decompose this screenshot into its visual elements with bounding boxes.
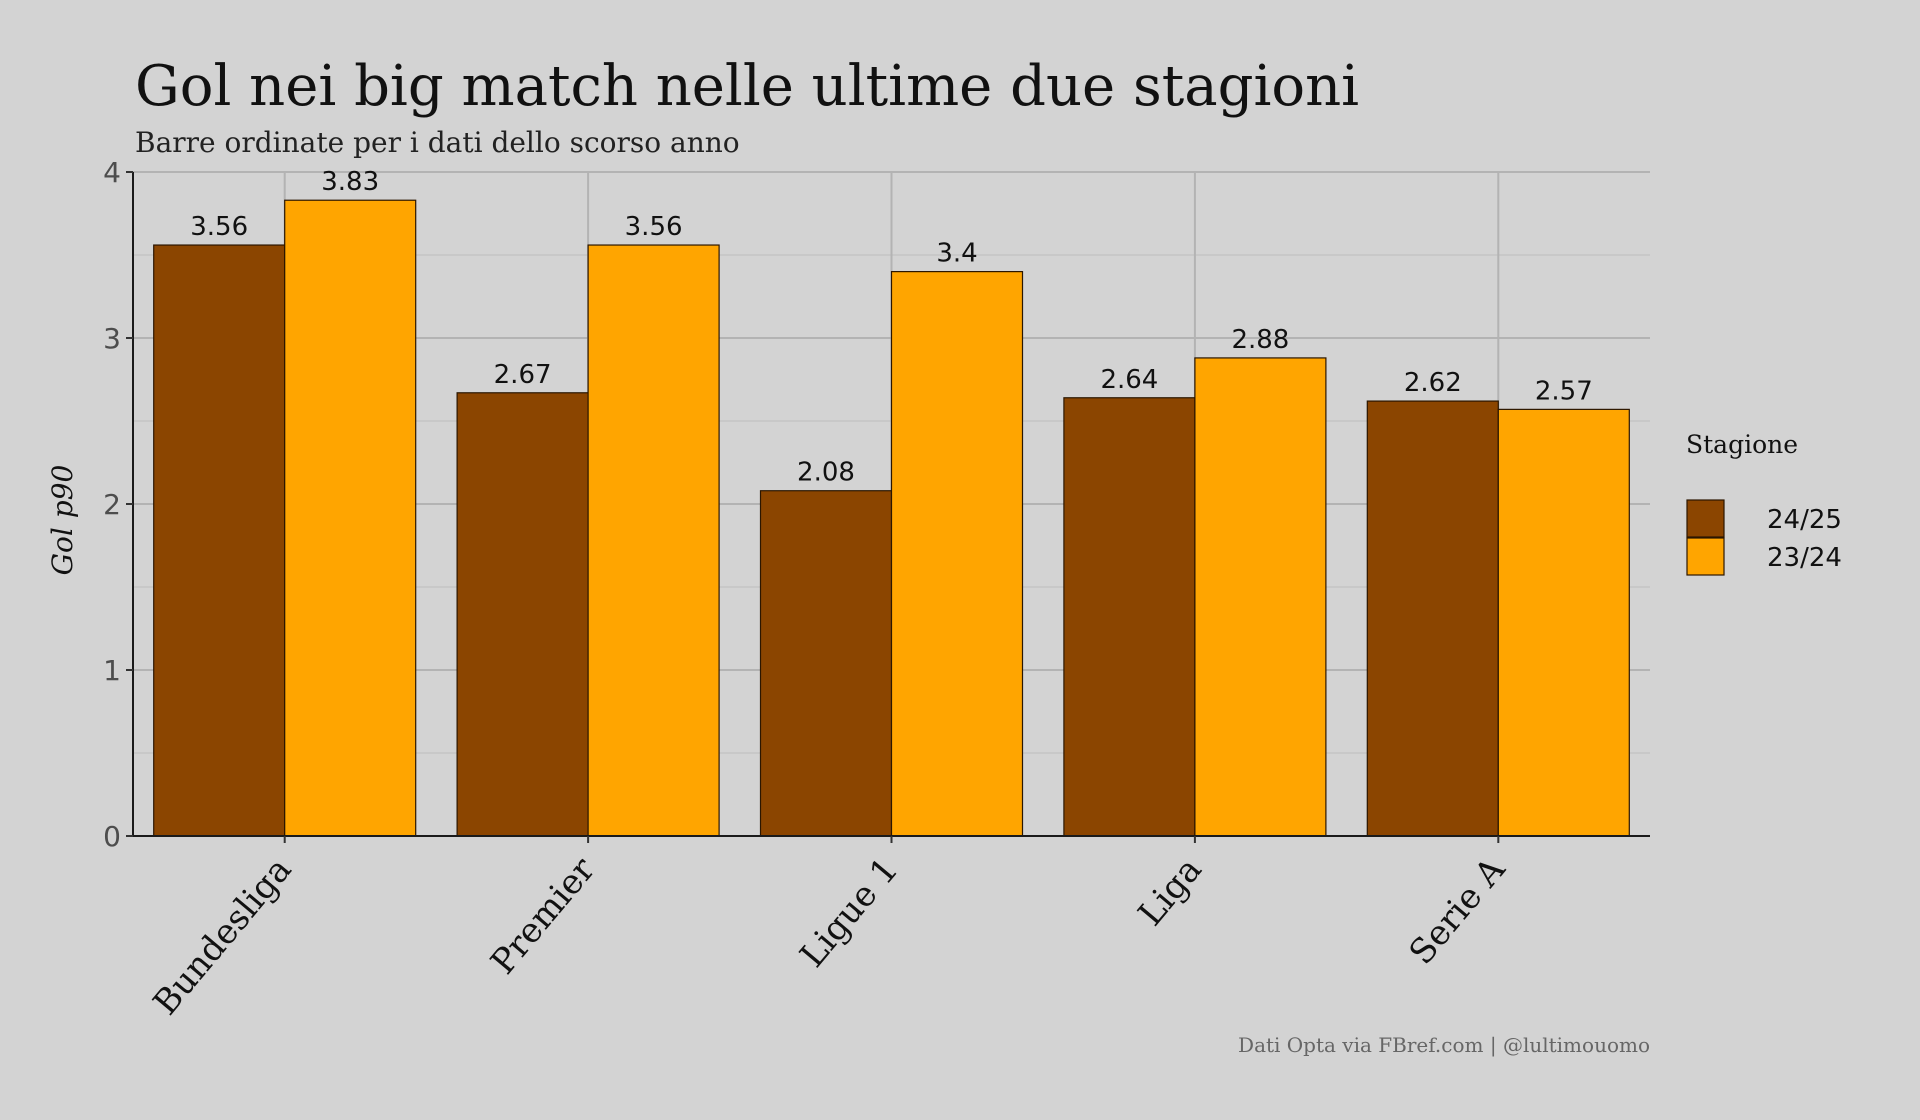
x-tick-label: Ligue 1 <box>792 850 906 975</box>
bar-liga-23-24 <box>1194 357 1327 837</box>
data-label: 3.4 <box>936 239 977 269</box>
x-tick-label: Premier <box>483 850 603 983</box>
data-label: 2.08 <box>797 458 855 488</box>
legend-label: 23/24 <box>1767 543 1842 573</box>
legend-title: Stagione <box>1686 430 1798 459</box>
bar-serie-a-23-24 <box>1497 408 1630 837</box>
x-tick-label: Liga <box>1131 850 1210 934</box>
y-tick-label: 0 <box>103 820 121 853</box>
bar-liga-24-25 <box>1063 397 1196 837</box>
x-tick-label: Bundesliga <box>146 850 300 1023</box>
data-label: 2.57 <box>1535 376 1593 406</box>
chart-subtitle: Barre ordinate per i dati dello scorso a… <box>135 126 740 159</box>
data-label: 2.64 <box>1100 365 1158 395</box>
y-axis-label: Gol p90 <box>46 465 79 576</box>
data-label: 3.56 <box>190 212 248 242</box>
bar-serie-a-24-25 <box>1366 400 1499 837</box>
data-label: 2.88 <box>1231 325 1289 355</box>
bar-premier-24-25 <box>456 392 589 837</box>
legend-swatch-24-25 <box>1686 499 1725 538</box>
bar-bundesliga-23-24 <box>284 199 417 837</box>
x-tick-label: Serie A <box>1402 850 1514 973</box>
data-label: 3.83 <box>321 167 379 197</box>
y-tick-label: 2 <box>103 488 121 521</box>
y-tick-label: 1 <box>103 654 121 687</box>
bars <box>153 199 1630 837</box>
data-label: 2.62 <box>1404 368 1462 398</box>
bar-bundesliga-24-25 <box>153 244 286 837</box>
y-tick-label: 3 <box>103 322 121 355</box>
bar-ligue-1-23-24 <box>890 271 1024 837</box>
data-labels: 3.56 3.83 2.67 3.56 2.08 3.4 2.64 2.88 2.62 2.57 <box>190 167 1592 488</box>
bar-premier-23-24 <box>587 244 720 837</box>
bar-ligue-1-24-25 <box>759 490 893 837</box>
legend-label: 24/25 <box>1767 505 1842 535</box>
legend: Stagione 24/25 23/24 <box>1686 430 1842 576</box>
legend-swatch-23-24 <box>1686 537 1725 576</box>
chart-caption: Dati Opta via FBref.com | @lultimouomo <box>1238 1033 1650 1058</box>
y-tick-label: 4 <box>103 156 121 189</box>
chart-title: Gol nei big match nelle ultime due stagi… <box>135 54 1359 119</box>
data-label: 3.56 <box>625 212 683 242</box>
data-label: 2.67 <box>494 360 552 390</box>
